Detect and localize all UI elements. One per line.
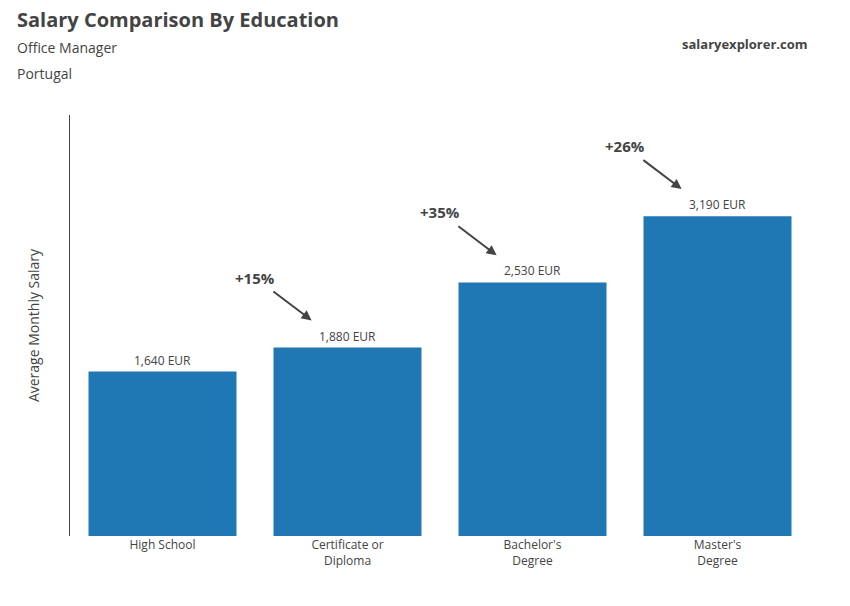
- svg-text:1,640 EUR: 1,640 EUR: [134, 352, 191, 369]
- svg-text:High School: High School: [129, 536, 195, 553]
- svg-text:Certificate orDiploma: Certificate orDiploma: [311, 536, 383, 569]
- svg-text:2,530 EUR: 2,530 EUR: [504, 262, 561, 279]
- svg-text:3,190 EUR: 3,190 EUR: [689, 196, 746, 213]
- svg-text:Average Monthly Salary: Average Monthly Salary: [24, 248, 43, 402]
- svg-text:1,880 EUR: 1,880 EUR: [319, 328, 376, 345]
- svg-text:Bachelor'sDegree: Bachelor'sDegree: [504, 536, 562, 569]
- svg-text:salaryexplorer.com: salaryexplorer.com: [682, 35, 808, 53]
- svg-text:+26%: +26%: [605, 136, 645, 156]
- svg-text:Salary Comparison By Education: Salary Comparison By EducationOffice Man…: [17, 6, 339, 83]
- svg-text:+15%: +15%: [235, 268, 275, 288]
- svg-text:+35%: +35%: [420, 202, 460, 222]
- svg-text:Master'sDegree: Master'sDegree: [694, 536, 742, 569]
